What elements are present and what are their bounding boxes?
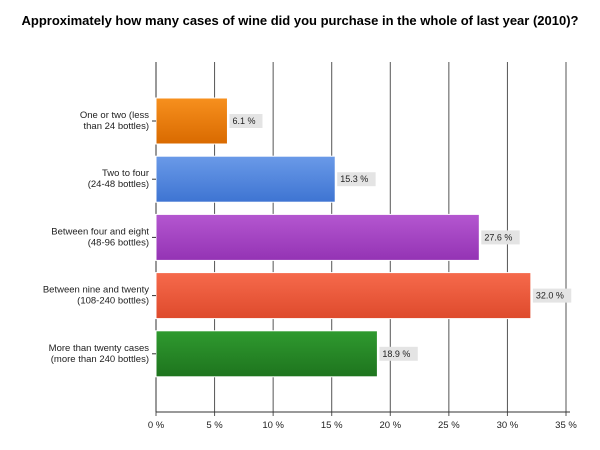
x-tick-label: 25 % [438,420,460,431]
x-tick-label: 15 % [321,420,343,431]
data-label: 6.1 % [232,116,255,126]
bar [155,330,378,378]
bar [155,272,532,320]
x-tick-label: 35 % [555,420,577,431]
chart-title: Approximately how many cases of wine did… [21,13,579,28]
category-label-line: Between four and eight [51,226,149,237]
category-label-line: (108-240 bottles) [77,296,149,307]
category-label-line: (48-96 bottles) [88,237,149,248]
bar [155,213,480,261]
x-tick-label: 30 % [497,420,519,431]
data-label-bg [481,230,520,245]
category-label-line: Between nine and twenty [43,285,149,296]
category-label-line: More than twenty cases [49,343,150,354]
data-label-bg [337,172,376,187]
category-label-line: (24-48 bottles) [88,179,149,190]
category-label: Two to four (24-48 bottles) [88,168,149,190]
category-label: Between four and eight (48-96 bottles) [51,226,149,248]
x-tick-label: 20 % [379,420,401,431]
category-label: One or two (less than 24 bottles) [80,110,149,132]
x-tick-label: 0 % [148,420,165,431]
data-label: 27.6 % [484,232,512,242]
x-tick-label: 5 % [206,420,223,431]
data-label-bg [379,346,418,361]
x-tick-label: 10 % [262,420,284,431]
category-label-line: One or two (less [80,110,149,121]
category-label-line: Two to four [102,168,149,179]
bar [155,155,336,203]
category-label-line: (more than 240 bottles) [51,354,149,365]
category-label-line: than 24 bottles) [84,121,150,132]
category-label: Between nine and twenty (108-240 bottles) [43,285,149,307]
data-label: 32.0 % [536,291,564,301]
data-label-bg [532,288,572,303]
data-label: 15.3 % [340,174,368,184]
bar [155,97,228,145]
data-label-bg [229,114,263,128]
data-label: 18.9 % [382,349,410,359]
category-label: More than twenty cases (more than 240 bot… [49,343,150,365]
